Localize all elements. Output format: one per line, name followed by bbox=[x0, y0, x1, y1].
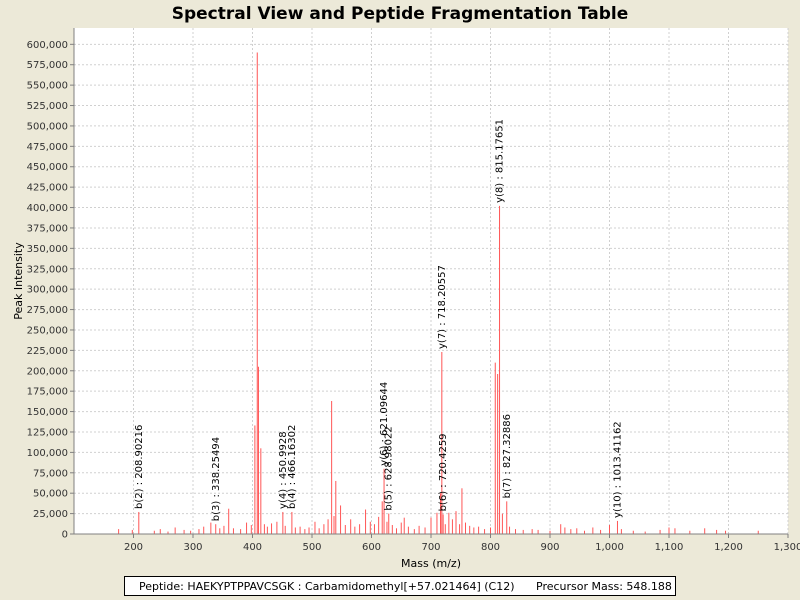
x-tick-label: 1,200 bbox=[714, 542, 743, 553]
x-tick-label: 600 bbox=[362, 542, 381, 553]
fragment-annotation: b(4) : 466.16302 bbox=[287, 425, 298, 509]
y-tick-label: 75,000 bbox=[33, 468, 68, 479]
y-tick-label: 450,000 bbox=[27, 162, 68, 173]
ticks-layer: 0 25,000 50,000 75,000 100,000 125,000 150,000… bbox=[27, 40, 800, 553]
fragment-annotation: b(2) : 208.90216 bbox=[134, 425, 145, 509]
y-tick-label: 225,000 bbox=[27, 346, 68, 357]
x-tick-label: 800 bbox=[481, 542, 500, 553]
y-tick-label: 150,000 bbox=[27, 407, 68, 418]
y-tick-label: 50,000 bbox=[33, 489, 68, 500]
y-tick-label: 300,000 bbox=[27, 285, 68, 296]
y-tick-label: 250,000 bbox=[27, 325, 68, 336]
annotations-layer: b(2) : 208.90216 b(3) : 338.25494 y(4) : 4… bbox=[134, 119, 624, 521]
x-tick-label: 1,100 bbox=[655, 542, 684, 553]
fragment-annotation: y(6) : 621.09644 bbox=[379, 382, 390, 466]
peptide-info-box: Peptide: HAEKYPTPPAVCSGK : Carbamidometh… bbox=[124, 576, 676, 596]
y-tick-label: 375,000 bbox=[27, 223, 68, 234]
y-tick-label: 200,000 bbox=[27, 366, 68, 377]
y-tick-label: 325,000 bbox=[27, 264, 68, 275]
y-tick-label: 0 bbox=[62, 530, 68, 541]
peaks-layer bbox=[118, 52, 759, 534]
y-tick-label: 275,000 bbox=[27, 305, 68, 316]
chart-title: Spectral View and Peptide Fragmentation … bbox=[171, 4, 629, 24]
x-tick-label: 400 bbox=[243, 542, 262, 553]
y-tick-label: 125,000 bbox=[27, 427, 68, 438]
y-tick-label: 525,000 bbox=[27, 101, 68, 112]
fragment-annotation: b(5) : 628.98022 bbox=[384, 426, 395, 510]
y-tick-label: 25,000 bbox=[33, 509, 68, 520]
x-tick-label: 700 bbox=[421, 542, 440, 553]
fragment-annotation: y(4) : 450.9928 bbox=[278, 431, 289, 509]
fragment-annotation: y(7) : 718.20557 bbox=[437, 265, 448, 349]
precursor-mass-text: Precursor Mass: 548.188 bbox=[536, 580, 672, 593]
y-axis-title: Peak Intensity bbox=[12, 242, 25, 320]
y-tick-label: 175,000 bbox=[27, 387, 68, 398]
y-tick-label: 600,000 bbox=[27, 40, 68, 51]
y-tick-label: 550,000 bbox=[27, 81, 68, 92]
y-tick-label: 400,000 bbox=[27, 203, 68, 214]
x-tick-label: 1,000 bbox=[595, 542, 624, 553]
y-tick-label: 475,000 bbox=[27, 142, 68, 153]
fragment-annotation: b(3) : 338.25494 bbox=[211, 437, 222, 521]
x-tick-label: 500 bbox=[302, 542, 321, 553]
x-tick-label: 900 bbox=[540, 542, 559, 553]
fragment-annotation: y(10) : 1013.41162 bbox=[612, 421, 623, 518]
y-tick-label: 575,000 bbox=[27, 60, 68, 71]
x-axis-title: Mass (m/z) bbox=[401, 557, 461, 570]
y-tick-label: 100,000 bbox=[27, 448, 68, 459]
fragment-annotation: b(6) : 720.4259 bbox=[438, 433, 449, 511]
y-tick-label: 500,000 bbox=[27, 121, 68, 132]
x-tick-label: 1,300 bbox=[774, 542, 800, 553]
grid-layer bbox=[74, 28, 789, 535]
y-tick-label: 425,000 bbox=[27, 183, 68, 194]
y-tick-label: 350,000 bbox=[27, 244, 68, 255]
fragment-annotation: b(7) : 827.32886 bbox=[502, 414, 513, 498]
x-tick-label: 200 bbox=[124, 542, 143, 553]
spectrum-plot: b(2) : 208.90216 b(3) : 338.25494 y(4) : 4… bbox=[12, 28, 800, 570]
x-tick-label: 300 bbox=[183, 542, 202, 553]
peptide-text: Peptide: HAEKYPTPPAVCSGK : Carbamidometh… bbox=[139, 580, 515, 593]
fragment-annotation: y(8) : 815.17651 bbox=[495, 119, 506, 203]
